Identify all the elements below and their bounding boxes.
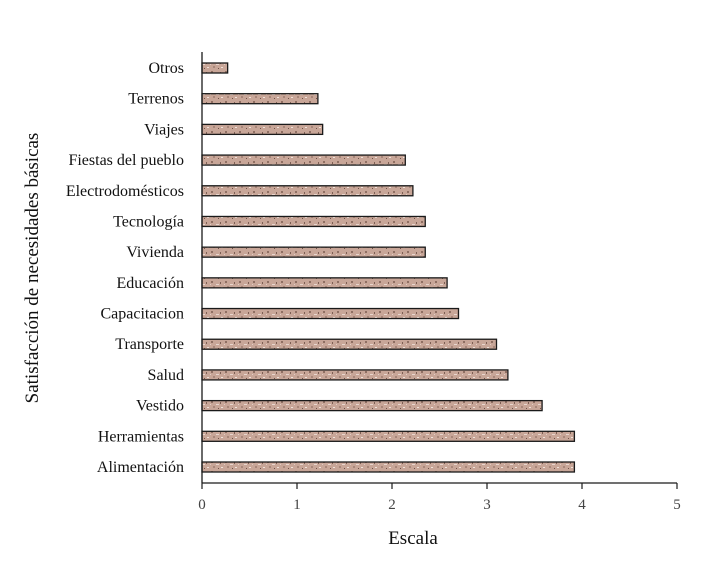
category-label-vestido: Vestido [136,398,184,415]
axes [201,52,677,484]
x-tick-label-0: 0 [198,497,206,513]
bar-tecnologia [201,215,426,228]
category-label-vivienda: Vivienda [126,244,184,261]
category-label-terrenos: Terrenos [128,91,184,108]
bar-transporte [201,338,498,350]
category-label-alimentacion: Alimentación [97,459,184,476]
category-label-tecnologia: Tecnología [113,213,184,230]
category-label-herramientas: Herramientas [98,428,184,445]
category-label-viajes: Viajes [144,121,184,138]
bar-educacion [201,277,448,289]
category-label-salud: Salud [148,367,184,384]
x-tick-label-5: 5 [673,497,681,513]
category-label-electrodomesticos: Electrodomésticos [66,183,184,200]
bar-fiestas-del-pueblo [201,154,406,166]
bar-vestido [201,399,543,412]
bar-vivienda [201,246,426,258]
category-label-fiestas-del-pueblo: Fiestas del pueblo [68,152,184,169]
x-tick-label-2: 2 [388,497,396,513]
bars-layer [201,62,576,473]
bar-terrenos [201,93,319,105]
bar-herramientas [201,430,576,442]
x-tick-label-1: 1 [293,497,301,513]
bar-salud [201,369,509,381]
bar-otros [201,62,229,74]
x-tick-label-3: 3 [483,497,491,513]
category-labels: Alimentación Herramientas Vestido Salud Tran… [66,60,184,476]
bar-viajes [201,123,324,136]
bar-capacitacion [201,307,460,320]
y-axis-title: Satisfacción de necesidades básicas [22,133,43,404]
x-axis-title: Escala [388,528,438,549]
bar-alimentacion [201,461,576,473]
bar-electrodomesticos [201,185,414,197]
x-tick-label-4: 4 [578,497,586,513]
x-ticks: 0 1 2 3 4 5 [198,483,681,513]
category-label-otros: Otros [148,60,184,77]
category-label-educacion: Educación [116,275,184,292]
category-label-capacitacion: Capacitacion [100,306,184,323]
category-label-transporte: Transporte [115,336,184,353]
